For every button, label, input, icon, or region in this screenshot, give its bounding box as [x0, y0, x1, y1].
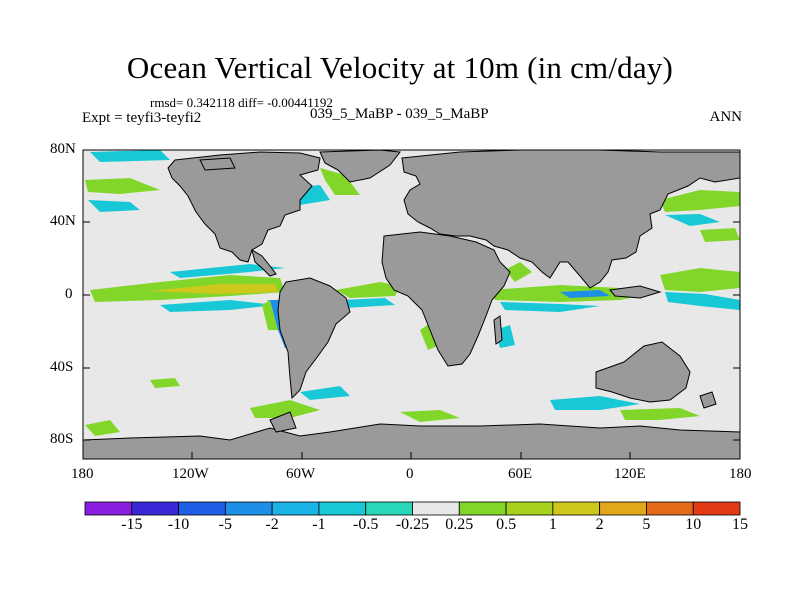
lat-label-40s: 40S [50, 359, 74, 375]
patch-southern-1 [85, 420, 120, 436]
patch-southern-2 [250, 400, 320, 418]
land-eurasia [401, 149, 741, 289]
patch-north-pacific-east [700, 228, 740, 242]
patch-kuroshio [660, 190, 740, 212]
land-new-zealand [699, 391, 717, 409]
colorbar-label: -0.5 [353, 516, 379, 533]
patch-west-pacific [660, 268, 740, 292]
patch-southern-3 [300, 386, 350, 400]
colorbar-label: 10 [685, 516, 702, 533]
colorbar-label: 5 [642, 516, 651, 533]
colorbar-label: 1 [548, 516, 557, 533]
lon-label-120w: 120W [172, 466, 209, 482]
colorbar-label: -15 [121, 516, 143, 533]
experiment-label: Expt = teyfi3-teyfi2 [82, 110, 202, 126]
lon-label-180w: 180 [71, 466, 94, 482]
colorbar-swatch [224, 501, 273, 516]
patch-pacific-downwelling-n [170, 264, 285, 278]
land-south-america [277, 277, 351, 400]
land-central-america [251, 248, 277, 277]
colorbar-swatch [412, 501, 460, 516]
colorbar-label: 15 [732, 516, 748, 533]
lat-label-40n: 40N [50, 213, 76, 229]
colorbar-label: -2 [265, 516, 279, 533]
patch-atlantic-down [340, 298, 395, 308]
season-label: ANN [709, 109, 743, 125]
patch-equatorial-pacific-core [150, 284, 278, 294]
colorbar-swatch [131, 501, 179, 516]
patch-west-pacific-down [665, 292, 740, 310]
land-north-america [167, 151, 321, 263]
colorbar-label: 2 [595, 516, 604, 533]
map-title: Ocean Vertical Velocity at 10m (in cm/da… [126, 50, 674, 85]
patch-atlantic-equatorial [336, 282, 400, 298]
colorbar-swatch [458, 501, 507, 516]
land-australia [595, 341, 691, 403]
anomaly-patches [85, 150, 740, 448]
colorbar-swatch [84, 501, 133, 516]
lon-label-180e: 180 [729, 466, 752, 482]
land-africa [381, 231, 511, 367]
colorbar-swatch [552, 501, 601, 516]
map-ticks [82, 149, 741, 459]
colorbar-label: 0.5 [496, 516, 517, 533]
land-greenland [319, 149, 401, 183]
patch-north-pacific-west-down [88, 200, 140, 212]
patch-south-pacific-small [150, 378, 180, 388]
colorbar-swatch [365, 501, 413, 516]
colorbar-swatch [178, 501, 226, 516]
patch-arctic-1 [90, 150, 170, 162]
land-madagascar [493, 315, 503, 345]
patch-southern-5 [620, 408, 700, 420]
comparison-label: 039_5_MaBP - 039_5_MaBP [310, 106, 489, 122]
lat-label-0: 0 [65, 286, 73, 302]
land-indonesia [609, 285, 662, 299]
patch-north-pacific-west [85, 178, 160, 194]
patch-pacific-downwelling-s [160, 300, 275, 312]
stats-text: rmsd= 0.342118 diff= -0.00441192 [150, 95, 333, 110]
colorbar-label: -0.25 [395, 516, 430, 533]
patch-peru-margin [262, 300, 278, 330]
colorbar-swatch [318, 501, 367, 516]
patch-kuroshio-down [665, 214, 720, 226]
lon-label-60e: 60E [508, 466, 533, 482]
land-antarctic-peninsula [269, 411, 297, 433]
patch-north-atlantic [320, 168, 360, 195]
lon-label-60w: 60W [286, 466, 316, 482]
lat-label-80s: 80S [50, 431, 74, 447]
colorbar-swatch [271, 501, 320, 516]
colorbar-swatch [599, 501, 647, 516]
patch-southern-6 [400, 410, 460, 422]
colorbar-swatch [646, 501, 694, 516]
patch-southern-4 [550, 396, 640, 410]
colorbar-label: -1 [312, 516, 326, 533]
patch-indian-core [560, 290, 610, 298]
colorbar-label: -5 [218, 516, 233, 533]
colorbar-swatch [505, 501, 554, 516]
land-masses [82, 149, 741, 460]
lon-label-120e: 120E [614, 466, 646, 482]
patch-arabian [505, 262, 532, 282]
lon-label-0: 0 [406, 466, 414, 482]
patch-indian-down [500, 302, 600, 312]
lat-label-80n: 80N [50, 141, 76, 157]
colorbar-label: 0.25 [445, 516, 474, 533]
colorbar-label: -10 [167, 516, 190, 533]
colorbar-swatch [692, 501, 741, 516]
land-arctic-island [199, 157, 236, 171]
